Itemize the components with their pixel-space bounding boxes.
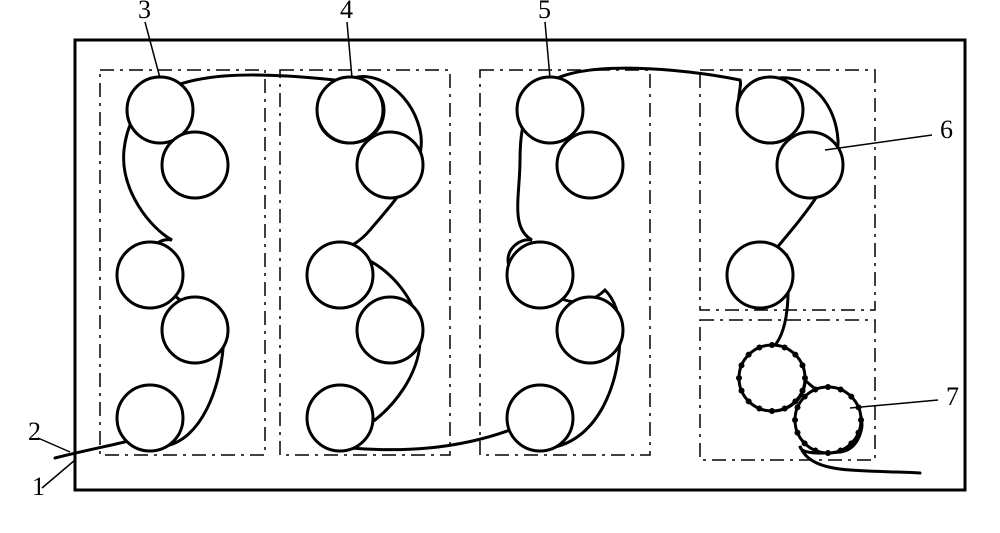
emboss-roller-2-stud: [802, 394, 808, 400]
emboss-roller-1-stud: [769, 342, 775, 348]
emboss-roller-2-stud: [838, 387, 844, 393]
emboss-roller-2-stud: [812, 447, 818, 453]
label-2: 2: [28, 417, 41, 446]
zone-3-roller-3: [507, 242, 573, 308]
emboss-roller-1-stud: [739, 362, 745, 368]
emboss-roller-2-stud: [792, 417, 798, 423]
emboss-roller-2-stud: [795, 430, 801, 436]
label-6: 6: [940, 115, 953, 144]
emboss-roller-1-stud: [739, 388, 745, 394]
emboss-roller-1-stud: [746, 398, 752, 404]
label-6-leader: [825, 135, 932, 150]
zone-1-roller-2: [162, 132, 228, 198]
zone-3-roller-1: [517, 77, 583, 143]
label-5: 5: [538, 0, 551, 24]
label-2-leader: [38, 438, 70, 452]
zone-1-roller-4: [162, 297, 228, 363]
label-3: 3: [138, 0, 151, 24]
label-7-leader: [850, 400, 938, 408]
label-4: 4: [340, 0, 353, 24]
emboss-roller-2-stud: [802, 440, 808, 446]
zone-1-roller-3: [117, 242, 183, 308]
emboss-roller-2-stud: [825, 450, 831, 456]
zone-2-roller-3: [307, 242, 373, 308]
emboss-roller-2-stud: [838, 447, 844, 453]
emboss-roller-1-stud: [799, 388, 805, 394]
emboss-roller-1-stud: [802, 375, 808, 381]
emboss-roller-2-stud: [812, 387, 818, 393]
emboss-roller-1-stud: [736, 375, 742, 381]
emboss-roller-1-stud: [756, 405, 762, 411]
zone-1-roller-5: [117, 385, 183, 451]
zone-3-roller-2: [557, 132, 623, 198]
emboss-roller-1-stud: [799, 362, 805, 368]
emboss-roller-1-stud: [792, 398, 798, 404]
label-1-leader: [42, 460, 75, 488]
emboss-roller-2-stud: [848, 440, 854, 446]
emboss-roller-1-stud: [782, 405, 788, 411]
emboss-roller-2-stud: [855, 430, 861, 436]
emboss-roller-2-stud: [825, 384, 831, 390]
zone-4-roller-3: [727, 242, 793, 308]
label-1: 1: [32, 472, 45, 501]
emboss-roller-1-stud: [782, 345, 788, 351]
zone-2-roller-5: [307, 385, 373, 451]
zone-3-roller-5: [507, 385, 573, 451]
emboss-roller-1-stud: [792, 352, 798, 358]
emboss-roller-2-stud: [848, 394, 854, 400]
emboss-roller-1-stud: [746, 352, 752, 358]
label-3-leader: [145, 22, 160, 78]
zone-4-roller-1: [737, 77, 803, 143]
emboss-roller-1-stud: [756, 345, 762, 351]
zone-2-roller-1: [317, 77, 383, 143]
emboss-roller-2-stud: [858, 417, 864, 423]
zone-2-roller-2: [357, 132, 423, 198]
emboss-roller-2-stud: [795, 404, 801, 410]
label-7: 7: [946, 382, 959, 411]
zone-4-roller-2: [777, 132, 843, 198]
zone-3-roller-4: [557, 297, 623, 363]
emboss-roller-1-stud: [769, 408, 775, 414]
zone-2-roller-4: [357, 297, 423, 363]
